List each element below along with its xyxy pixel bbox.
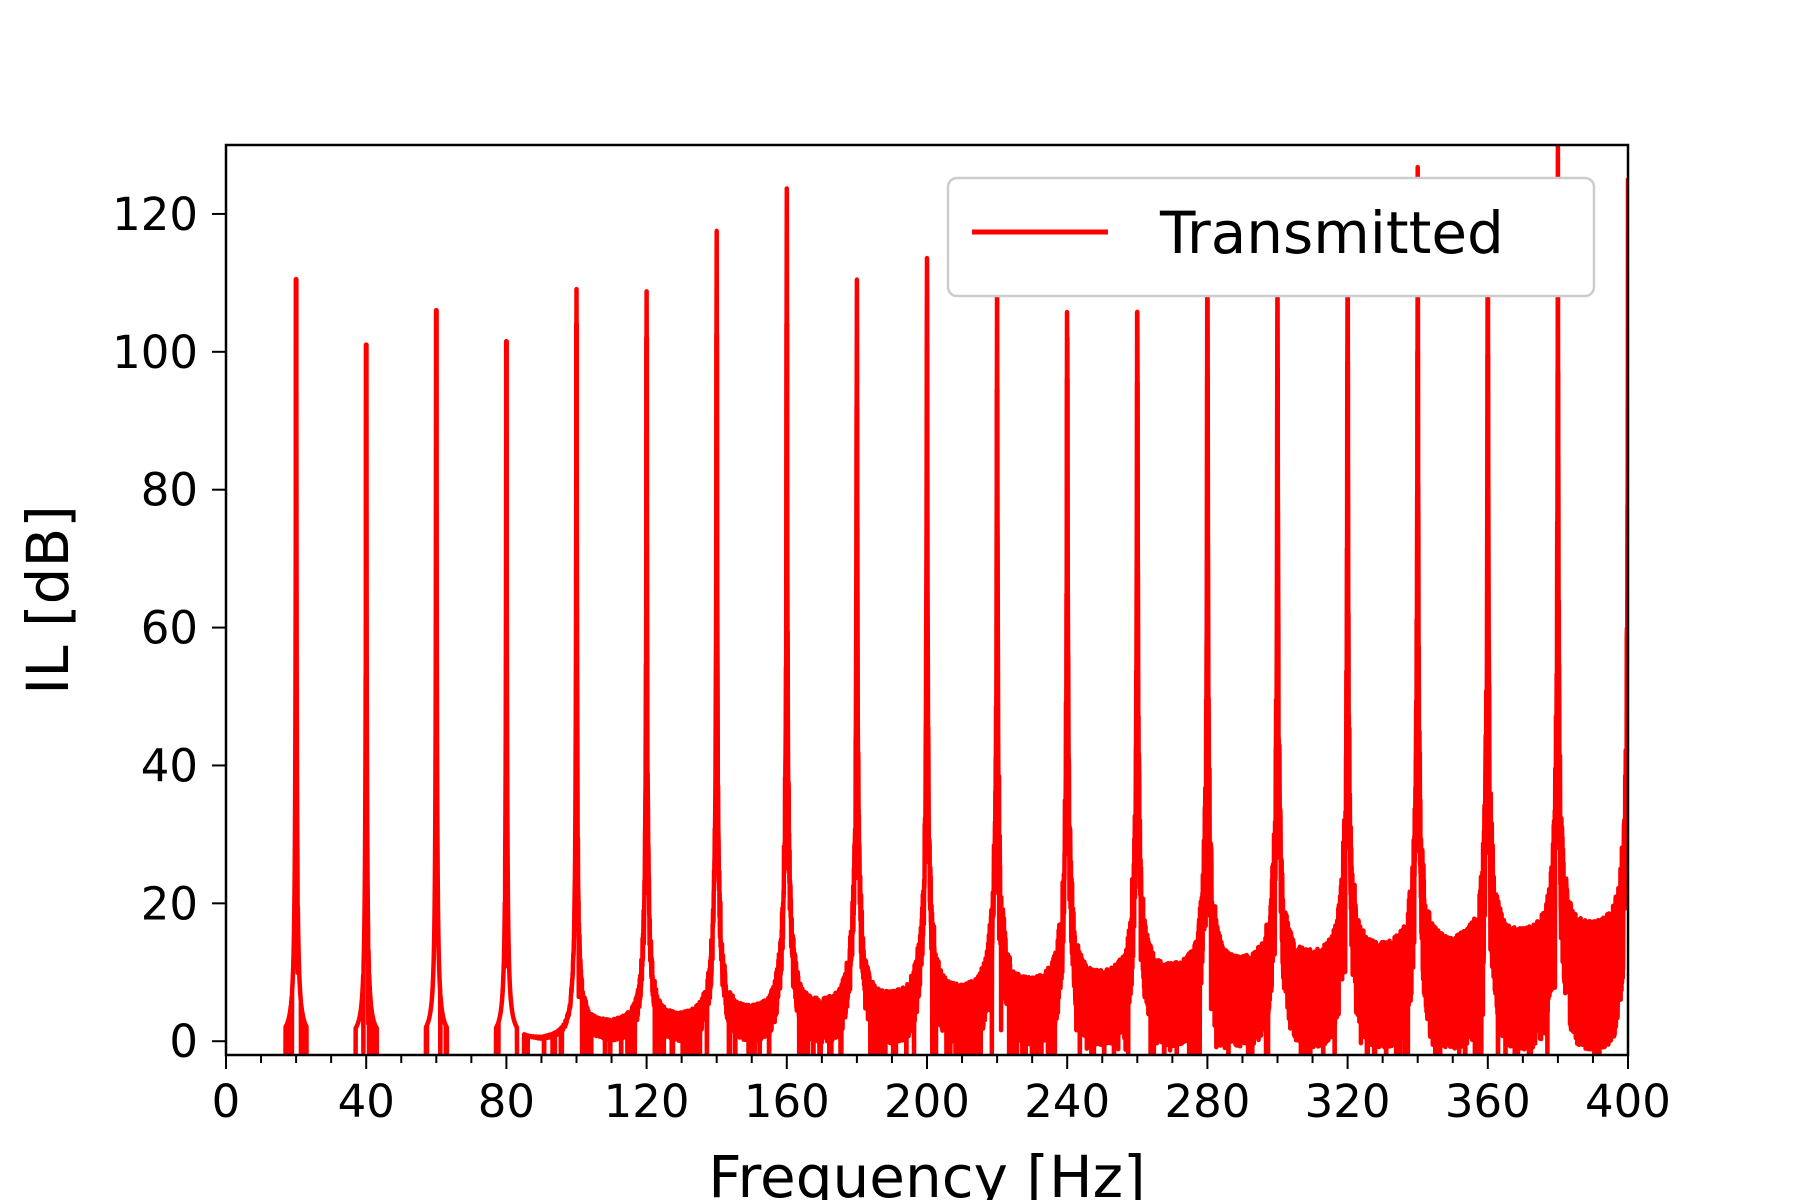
series-transmitted-layer xyxy=(283,145,1628,1055)
y-axis: 0 20 40 60 80 100 120 xyxy=(112,188,226,1068)
y-tick-label: 120 xyxy=(112,188,198,241)
x-tick-label: 120 xyxy=(604,1075,690,1128)
legend: Transmitted xyxy=(946,176,1596,298)
legend-label-transmitted: Transmitted xyxy=(1159,199,1504,267)
x-tick-label: 0 xyxy=(212,1075,241,1128)
x-tick-label: 160 xyxy=(744,1075,830,1128)
x-axis: 0 40 80 120 160 200 240 280 320 360 400 xyxy=(212,1055,1671,1128)
x-tick-label: 280 xyxy=(1164,1075,1250,1128)
x-axis-label: Frequency [Hz] xyxy=(708,1143,1145,1200)
y-tick-label: 80 xyxy=(141,464,198,517)
x-tick-label: 360 xyxy=(1445,1075,1531,1128)
series-transmitted-line xyxy=(283,145,1628,1055)
legend-box xyxy=(946,176,1596,298)
x-tick-label: 80 xyxy=(478,1075,535,1128)
x-tick-label: 400 xyxy=(1585,1075,1671,1128)
y-tick-label: 20 xyxy=(141,877,198,930)
y-tick-label: 40 xyxy=(141,739,198,792)
x-tick-label: 240 xyxy=(1024,1075,1110,1128)
y-tick-label: 60 xyxy=(141,602,198,655)
x-tick-label: 40 xyxy=(338,1075,395,1128)
y-tick-label: 0 xyxy=(169,1015,198,1068)
y-tick-label: 100 xyxy=(112,326,198,379)
x-tick-label: 200 xyxy=(884,1075,970,1128)
y-axis-label: IL [dB] xyxy=(14,505,82,695)
x-tick-label: 320 xyxy=(1305,1075,1391,1128)
